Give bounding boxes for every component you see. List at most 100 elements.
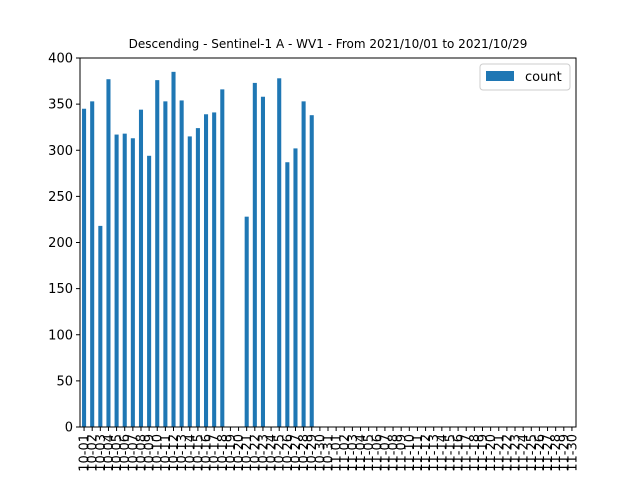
x-axis: 10-0110-0210-0310-0410-0510-0610-0710-08… bbox=[78, 427, 580, 472]
x-tick-label: 11-08 bbox=[387, 434, 402, 472]
x-tick-label: 11-15 bbox=[443, 434, 458, 472]
x-tick-label: 11-12 bbox=[419, 434, 434, 472]
x-tick-label: 10-05 bbox=[110, 434, 125, 472]
x-tick-label: 10-15 bbox=[191, 434, 206, 472]
x-tick-label: 10-10 bbox=[151, 434, 166, 472]
x-tick-label: 10-16 bbox=[200, 434, 215, 472]
bar-10-03 bbox=[98, 225, 103, 427]
x-tick-label: 10-20 bbox=[232, 434, 247, 472]
x-tick-label: 10-23 bbox=[256, 434, 271, 472]
x-tick-label: 11-21 bbox=[492, 434, 507, 472]
x-tick-label: 10-24 bbox=[265, 434, 280, 472]
y-tick-label: 350 bbox=[48, 98, 73, 113]
x-tick-label: 11-13 bbox=[427, 434, 442, 472]
x-tick-label: 10-31 bbox=[322, 434, 337, 472]
y-tick-label: 100 bbox=[48, 328, 73, 343]
x-tick-label: 11-09 bbox=[395, 434, 410, 472]
bar-10-17 bbox=[212, 112, 217, 428]
bar-10-23 bbox=[260, 96, 265, 427]
bar-10-21 bbox=[244, 216, 249, 427]
x-tick-label: 11-07 bbox=[378, 434, 393, 472]
x-tick-label: 11-06 bbox=[370, 434, 385, 472]
bar-10-09 bbox=[147, 155, 152, 428]
x-tick-label: 11-23 bbox=[509, 434, 524, 472]
x-tick-label: 11-02 bbox=[338, 434, 353, 472]
bar-10-10 bbox=[155, 80, 160, 427]
x-tick-label: 11-10 bbox=[403, 434, 418, 472]
x-tick-label: 11-25 bbox=[525, 434, 540, 472]
y-tick-label: 200 bbox=[48, 236, 73, 251]
x-tick-label: 11-27 bbox=[541, 434, 556, 472]
x-tick-label: 11-14 bbox=[435, 434, 450, 472]
x-tick-label: 10-02 bbox=[86, 434, 101, 472]
x-tick-label: 11-03 bbox=[346, 434, 361, 472]
x-tick-label: 11-30 bbox=[565, 434, 580, 472]
x-tick-label: 11-28 bbox=[549, 434, 564, 472]
chart-title: Descending - Sentinel-1 A - WV1 - From 2… bbox=[129, 37, 528, 51]
x-tick-label: 10-30 bbox=[313, 434, 328, 472]
x-tick-label: 11-22 bbox=[500, 434, 515, 472]
x-tick-label: 10-14 bbox=[183, 434, 198, 472]
x-tick-label: 10-27 bbox=[289, 434, 304, 472]
x-tick-label: 11-19 bbox=[476, 434, 491, 472]
x-tick-label: 10-04 bbox=[102, 434, 117, 472]
x-tick-label: 10-26 bbox=[281, 434, 296, 472]
bar-10-25 bbox=[277, 78, 282, 428]
x-tick-label: 11-26 bbox=[533, 434, 548, 472]
bar-10-05 bbox=[114, 134, 119, 427]
bar-10-04 bbox=[106, 79, 111, 427]
x-tick-label: 10-19 bbox=[224, 434, 239, 472]
legend-box bbox=[479, 63, 571, 91]
bar-10-08 bbox=[138, 109, 144, 427]
bars-layer bbox=[82, 71, 314, 428]
x-tick-label: 11-11 bbox=[411, 434, 426, 472]
plot-frame bbox=[79, 57, 577, 428]
x-tick-label: 10-09 bbox=[143, 434, 158, 472]
x-tick-label: 11-29 bbox=[557, 434, 572, 472]
bar-10-28 bbox=[301, 101, 306, 428]
x-tick-label: 10-13 bbox=[175, 434, 190, 472]
legend-swatch-count bbox=[486, 71, 514, 81]
bar-10-01 bbox=[82, 108, 87, 428]
x-tick-label: 11-05 bbox=[362, 434, 377, 472]
x-tick-label: 10-22 bbox=[248, 434, 263, 472]
bar-10-27 bbox=[293, 148, 298, 427]
x-tick-label: 10-06 bbox=[118, 434, 133, 472]
x-tick-label: 10-21 bbox=[240, 434, 255, 472]
bar-10-22 bbox=[252, 82, 257, 427]
legend: count bbox=[479, 63, 571, 91]
bar-10-15 bbox=[195, 128, 200, 428]
x-tick-label: 11-24 bbox=[517, 434, 532, 472]
x-tick-label: 11-16 bbox=[452, 434, 467, 472]
x-tick-label: 10-01 bbox=[78, 434, 93, 472]
y-tick-label: 300 bbox=[48, 144, 73, 159]
bar-10-14 bbox=[187, 136, 192, 427]
x-tick-label: 11-04 bbox=[354, 434, 369, 472]
bar-10-18 bbox=[220, 89, 225, 428]
x-tick-label: 10-03 bbox=[94, 434, 109, 472]
x-tick-label: 10-11 bbox=[159, 434, 174, 472]
bar-10-11 bbox=[163, 101, 168, 428]
bar-10-06 bbox=[122, 133, 127, 427]
y-tick-label: 250 bbox=[48, 190, 73, 205]
x-tick-label: 10-18 bbox=[216, 434, 231, 472]
x-tick-label: 11-18 bbox=[468, 434, 483, 472]
x-tick-label: 10-17 bbox=[208, 434, 223, 472]
bar-10-02 bbox=[90, 101, 95, 428]
x-tick-label: 10-28 bbox=[297, 434, 312, 472]
x-tick-label: 10-12 bbox=[167, 434, 182, 472]
y-tick-label: 50 bbox=[56, 374, 73, 389]
bar-10-13 bbox=[179, 100, 184, 427]
x-tick-label: 11-20 bbox=[484, 434, 499, 472]
bar-10-07 bbox=[130, 138, 135, 427]
y-axis: 0 50 100 150 200 250 300 350 400 bbox=[48, 52, 80, 436]
bar-10-12 bbox=[171, 71, 176, 427]
x-tick-label: 10-07 bbox=[126, 434, 141, 472]
y-tick-label: 400 bbox=[48, 52, 73, 67]
bar-10-29 bbox=[309, 115, 314, 427]
y-tick-label: 150 bbox=[48, 282, 73, 297]
x-tick-label: 10-08 bbox=[134, 434, 149, 472]
x-tick-label: 11-17 bbox=[460, 434, 475, 472]
